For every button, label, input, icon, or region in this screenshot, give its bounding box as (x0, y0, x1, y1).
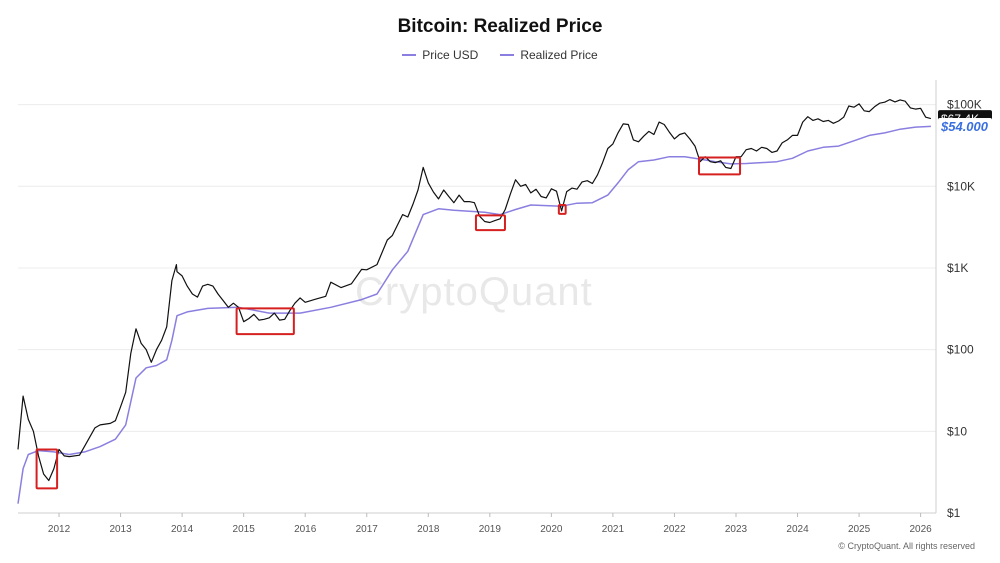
x-tick-label: 2017 (356, 524, 379, 535)
realized-end-label-bg (938, 117, 992, 135)
highlight-box (35, 448, 59, 490)
y-tick-label: $1 (947, 506, 961, 520)
legend: Price USD Realized Price (0, 48, 1000, 62)
x-tick-label: 2016 (294, 524, 317, 535)
y-tick-label: $10 (947, 424, 967, 438)
x-tick-label: 2022 (663, 524, 686, 535)
highlight-box (235, 307, 295, 336)
chart-title: Bitcoin: Realized Price (397, 16, 603, 37)
x-tick-label: 2020 (540, 524, 563, 535)
legend-label-realized: Realized Price (520, 48, 598, 62)
x-tick-label: 2026 (909, 524, 932, 535)
copyright-text: © CryptoQuant. All rights reserved (838, 541, 975, 551)
legend-item-realized[interactable]: Realized Price (500, 48, 598, 62)
legend-label-price: Price USD (422, 48, 479, 62)
y-tick-label: $100K (947, 98, 982, 112)
legend-item-price[interactable]: Price USD (402, 48, 478, 62)
x-tick-label: 2013 (109, 524, 132, 535)
y-tick-label: $1K (947, 261, 968, 275)
highlight-box (557, 203, 567, 215)
legend-swatch-price (402, 54, 417, 56)
x-tick-label: 2018 (417, 524, 440, 535)
y-tick-label: $10K (947, 179, 975, 193)
series-line-price-usd (17, 99, 932, 482)
highlight-box (474, 214, 506, 232)
x-tick-label: 2019 (479, 524, 502, 535)
x-tick-label: 2024 (786, 524, 809, 535)
highlight-box (698, 156, 742, 176)
x-tick-label: 2014 (171, 524, 194, 535)
x-tick-label: 2025 (848, 524, 871, 535)
x-tick-label: 2015 (233, 524, 256, 535)
legend-swatch-realized (500, 54, 515, 56)
x-tick-label: 2023 (725, 524, 748, 535)
x-tick-label: 2012 (48, 524, 71, 535)
series-line-realized-price (17, 125, 931, 504)
watermark: CryptoQuant (355, 270, 593, 314)
y-tick-label: $100 (947, 343, 974, 357)
realized-end-label: $54.000 (940, 119, 989, 134)
x-tick-label: 2021 (602, 524, 625, 535)
